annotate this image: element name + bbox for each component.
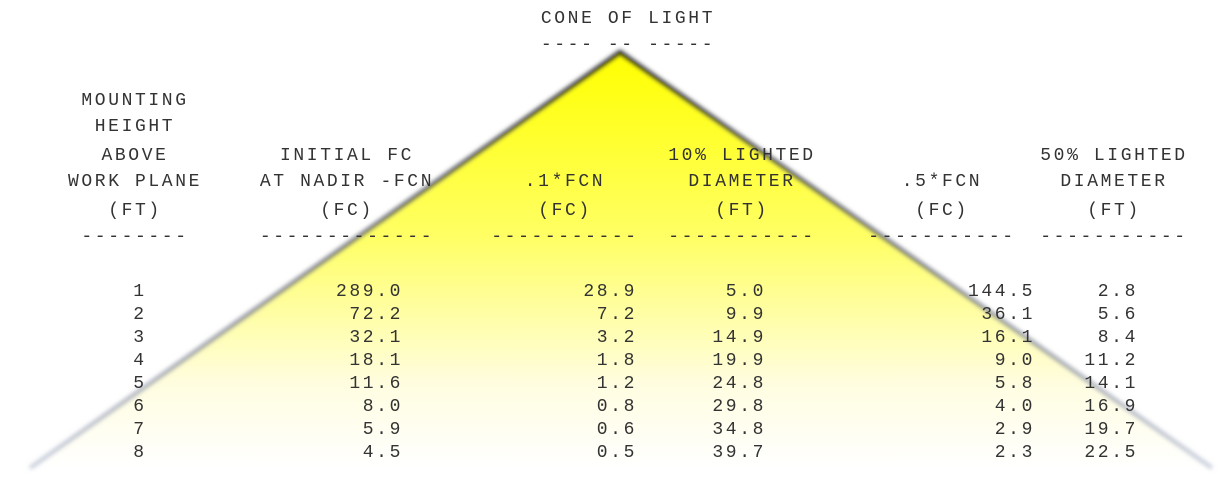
cell: 16.9 [1084,397,1138,417]
cell: 5 [133,374,146,394]
cell: 0.5 [597,443,637,463]
cell: 4.5 [363,443,403,463]
cell: 2.9 [995,420,1035,440]
header-rule: ----------- [668,227,815,247]
column-header: MOUNTING [81,91,188,111]
cell: 32.1 [349,328,403,348]
column-header: INITIAL FC [280,146,414,166]
header-rule: ----------- [1040,227,1187,247]
cell: 4 [133,351,146,371]
cell: 1.8 [597,351,637,371]
cell: 0.8 [597,397,637,417]
cell: 11.6 [349,374,403,394]
column-header: ABOVE [101,146,168,166]
cell: 3.2 [597,328,637,348]
cell: 18.1 [349,351,403,371]
cell: 39.7 [712,443,766,463]
header-rule: ------------- [260,227,434,247]
cell: 2 [133,305,146,325]
header-rule: ----------- [491,227,638,247]
column-header: (FT) [108,201,162,221]
cell: 8.0 [363,397,403,417]
column-header: DIAMETER [688,172,795,192]
cell: 1.2 [597,374,637,394]
cell: 144.5 [968,282,1035,302]
cell: 4.0 [995,397,1035,417]
cell: 72.2 [349,305,403,325]
cell: 19.7 [1084,420,1138,440]
cell: 8.4 [1098,328,1138,348]
column-header: (FT) [715,201,769,221]
page: CONE OF LIGHT ---- -- ----- MOUNTING HEIG… [0,0,1226,489]
cell: 7.2 [597,305,637,325]
column-header: HEIGHT [95,117,175,137]
column-header: DIAMETER [1060,172,1167,192]
column-header: AT NADIR -FCN [260,172,434,192]
column-header: 50% LIGHTED [1040,146,1187,166]
column-header: WORK PLANE [68,172,202,192]
cell: 16.1 [981,328,1035,348]
column-header: (FC) [320,201,374,221]
column-header: (FT) [1087,201,1141,221]
cell: 22.5 [1084,443,1138,463]
cell: 11.2 [1084,351,1138,371]
cell: 289.0 [336,282,403,302]
cell: 3 [133,328,146,348]
cell: 8 [133,443,146,463]
cell: 5.6 [1098,305,1138,325]
cell: 36.1 [981,305,1035,325]
cell: 9.0 [995,351,1035,371]
column-header: (FC) [538,201,592,221]
cell: 24.8 [712,374,766,394]
cell: 5.8 [995,374,1035,394]
cell: 0.6 [597,420,637,440]
column-header: (FC) [915,201,969,221]
cell: 14.9 [712,328,766,348]
cell: 29.8 [712,397,766,417]
cell: 28.9 [583,282,637,302]
cell: 1 [133,282,146,302]
cell: 2.3 [995,443,1035,463]
cell: 7 [133,420,146,440]
header-rule: -------- [81,227,188,247]
cell: 14.1 [1084,374,1138,394]
column-header: .5*FCN [902,172,982,192]
title-rule: ---- -- ----- [541,35,715,55]
cell: 2.8 [1098,282,1138,302]
column-header: .1*FCN [525,172,605,192]
title: CONE OF LIGHT [541,9,715,29]
cell: 9.9 [726,305,766,325]
header-rule: ----------- [868,227,1015,247]
cell: 34.8 [712,420,766,440]
cell: 5.0 [726,282,766,302]
cell: 6 [133,397,146,417]
cell: 19.9 [712,351,766,371]
cell: 5.9 [363,420,403,440]
column-header: 10% LIGHTED [668,146,815,166]
